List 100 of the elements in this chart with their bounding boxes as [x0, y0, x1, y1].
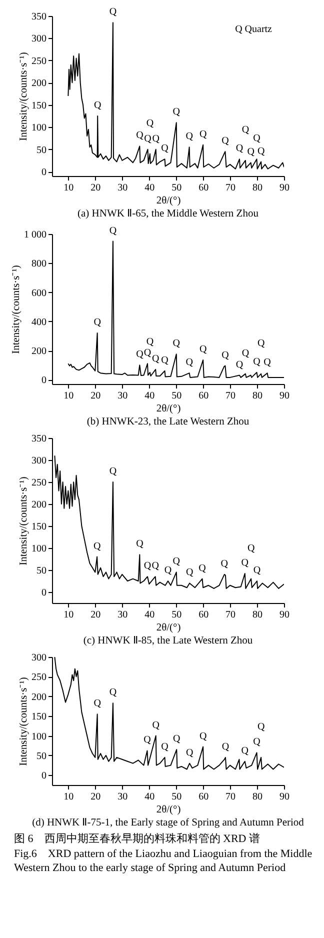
x-tick-label: 30 [118, 792, 128, 802]
annotation: Q [161, 143, 170, 154]
y-tick-label: 200 [32, 692, 46, 703]
annotation: Q [222, 350, 230, 361]
x-tick-label: 90 [280, 792, 290, 802]
y-tick-label: 200 [32, 500, 46, 510]
y-axis-title: Intensity/(counts·s⁻¹) [18, 476, 30, 566]
x-tick-label: 80 [252, 390, 263, 402]
y-tick-label: 400 [32, 316, 46, 328]
x-tick-label: 10 [64, 792, 74, 802]
y-tick-label: 1 000 [24, 230, 46, 240]
line-series [68, 22, 284, 170]
annotation: Q [199, 730, 208, 742]
annotation: Q [241, 558, 250, 569]
x-tick-label: 30 [118, 182, 128, 194]
text: (a) HNWK Ⅱ-65, the Middle Western Zhou [78, 208, 260, 220]
x-tick-label: 40 [144, 792, 155, 802]
y-tick-label: 300 [32, 652, 46, 664]
annotation: Q [222, 136, 230, 147]
y-tick-label: 100 [32, 544, 46, 554]
x-tick-label: 50 [172, 390, 182, 402]
x-tick-label: 30 [118, 390, 128, 402]
annotation: Q [186, 357, 194, 368]
annotation: Q [172, 338, 181, 350]
x-tick-label: 70 [226, 390, 236, 402]
annotation: Q [94, 317, 102, 328]
x-tick-label: 30 [118, 610, 128, 620]
annotation: Q [236, 143, 244, 154]
annotation: Q [172, 556, 181, 568]
y-tick-label: 100 [32, 731, 46, 742]
annotation: Q [236, 359, 244, 370]
annotation: Q [257, 338, 266, 349]
annotation: Q [253, 736, 262, 748]
annotation: Q [94, 698, 102, 710]
x-tick-label: 90 [280, 182, 290, 194]
caption: Fig.6 XRD pattern of the Liaozhu and Liaoguian from the Middle Western Zhou to the early stage of Spring and Autumn Period [14, 847, 314, 875]
annotation: Q Quartz [235, 24, 273, 35]
annotation: Q [173, 734, 182, 745]
annotation: Q [222, 741, 230, 752]
text: (c) HNWK Ⅱ-85, the Late Western Zhou [83, 636, 254, 646]
text: (b) HNWK-23, the Late Western Zhou [86, 416, 250, 428]
y-tick-label: 250 [32, 478, 46, 488]
x-tick-label: 50 [172, 182, 182, 194]
y-tick-label: 0 [42, 375, 46, 386]
x-axis-title: 2θ/(°) [156, 404, 182, 414]
x-tick-label: 60 [198, 390, 209, 402]
y-tick-label: 0 [42, 770, 46, 782]
x-tick-label: 40 [144, 610, 155, 620]
y-axis-title: Intensity/(counts·s⁻¹) [11, 264, 22, 354]
x-tick-label: 20 [90, 182, 101, 194]
annotation: Q [241, 745, 250, 756]
y-tick-label: 300 [32, 34, 46, 45]
annotation: Q [247, 146, 256, 158]
annotation: Q [242, 348, 250, 359]
annotation: Q [264, 357, 272, 368]
annotation: Q [199, 344, 208, 355]
annotation: Q [152, 720, 160, 731]
annotation: Q [186, 567, 194, 578]
y-tick-label: 150 [32, 712, 46, 723]
x-axis-title: 2θ/(°) [156, 804, 182, 816]
annotation: Q [253, 565, 262, 576]
y-tick-label: 150 [32, 100, 46, 112]
x-tick-label: 80 [252, 182, 263, 194]
x-tick-label: 50 [172, 610, 182, 620]
annotation: Q [164, 565, 172, 576]
y-tick-label: 50 [36, 750, 46, 762]
y-tick-label: 200 [32, 346, 46, 358]
y-axis-title: Intensity/(counts·s⁻¹) [18, 676, 30, 766]
annotation: Q [172, 106, 181, 118]
x-tick-label: 60 [198, 610, 209, 620]
y-tick-label: 50 [36, 144, 46, 156]
annotation: Q [257, 721, 266, 732]
annotation: Q [257, 146, 266, 157]
x-tick-label: 70 [226, 792, 236, 802]
annotation: Q [144, 348, 152, 359]
annotation: Q [136, 349, 144, 360]
annotation: Q [109, 466, 118, 477]
y-axis-title: Intensity/(counts·s⁻¹) [18, 52, 30, 141]
y-tick-label: 100 [32, 122, 46, 134]
annotation: Q [109, 687, 118, 698]
y-tick-label: 150 [32, 522, 46, 532]
x-tick-label: 50 [172, 792, 182, 802]
x-tick-label: 90 [280, 390, 290, 402]
x-tick-label: 20 [90, 610, 101, 620]
annotation: Q [93, 540, 102, 552]
annotation: Q [146, 336, 154, 348]
y-tick-label: 600 [32, 288, 46, 299]
y-tick-label: 800 [32, 258, 46, 270]
line-series [68, 240, 284, 378]
annotation: Q [186, 131, 194, 142]
x-tick-label: 10 [64, 390, 74, 402]
annotation: Q [186, 747, 194, 758]
x-axis-title: 2θ/(°) [156, 622, 182, 634]
annotation: Q [198, 562, 207, 574]
annotation: Q [161, 354, 170, 366]
y-tick-label: 200 [32, 78, 46, 90]
annotation: Q [136, 130, 144, 142]
annotation: Q [136, 538, 144, 550]
y-tick-label: 250 [32, 56, 46, 67]
x-tick-label: 40 [144, 182, 155, 194]
